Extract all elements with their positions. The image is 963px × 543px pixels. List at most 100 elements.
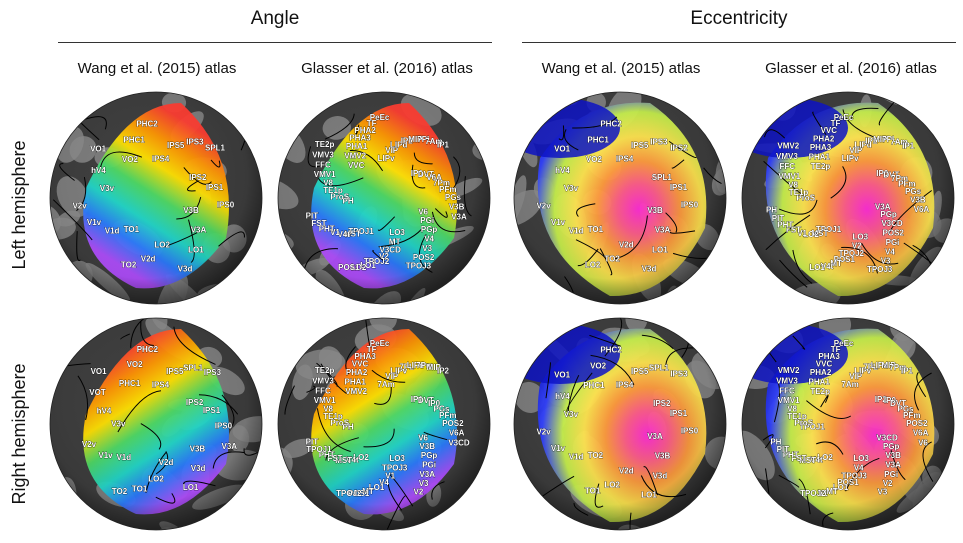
roi-label: LO3 (853, 454, 869, 463)
roi-label: V3B (449, 202, 465, 211)
roi-label: V3 (878, 488, 888, 497)
roi-label: 7PL (399, 363, 414, 372)
roi-label: POS1 (834, 255, 856, 264)
roi-label: MST (811, 229, 828, 238)
roi-label: LO1 (641, 491, 657, 500)
roi-label: hV4 (91, 166, 106, 175)
roi-label: PGs (433, 404, 450, 413)
roi-label: TO2 (588, 451, 604, 460)
roi-label: POS2 (442, 419, 464, 428)
roi-label: IPS2 (670, 143, 688, 152)
roi-label: VMV2 (344, 151, 366, 160)
roi-label: FFC (779, 386, 795, 395)
roi-label: PHA1 (809, 377, 831, 386)
roi-label: V1d (569, 227, 584, 236)
roi-label: V2v (82, 440, 97, 449)
roi-label: 7Am (890, 137, 907, 146)
roi-label: FFC (315, 160, 331, 169)
roi-label: V3B (885, 451, 901, 460)
roi-label: PHC2 (600, 119, 622, 128)
roi-label: TO2 (604, 254, 620, 263)
roi-label: IPS0 (681, 427, 699, 436)
roi-label: LO1 (369, 483, 385, 492)
roi-label: V3A (451, 213, 467, 222)
roi-label: IPS5 (167, 141, 185, 150)
roi-label: LO2 (803, 230, 819, 239)
roi-label: ProS (330, 192, 349, 201)
roi-label: IPS5 (631, 141, 649, 150)
roi-label: hV4 (555, 166, 570, 175)
roi-label: LO1 (652, 246, 668, 255)
roi-label: 7Pm (433, 178, 450, 187)
roi-label: V3v (111, 420, 126, 429)
angle-header: Angle (250, 8, 300, 29)
roi-label: MT (826, 487, 838, 496)
roi-label: V3d (653, 472, 668, 481)
roi-label: IP0 (876, 169, 889, 178)
roi-label: IPS3 (186, 138, 204, 147)
roi-label: POS1 (837, 478, 859, 487)
roi-label: 7Pm (889, 363, 906, 372)
roi-label: VMV2 (778, 366, 800, 375)
roi-label: V8 (323, 405, 333, 414)
roi-label: PGp (421, 225, 438, 234)
roi-label: V3d (178, 265, 193, 274)
roi-label: VVC (348, 161, 365, 170)
roi-label: V3CD (380, 245, 402, 254)
roi-label: V8 (788, 180, 798, 189)
roi-label: DVT (418, 396, 434, 405)
column-label-glasser-eccentricity: Glasser et al. (2016) atlas (765, 60, 937, 77)
roi-label: LO2 (585, 261, 601, 270)
roi-label: FFC (315, 386, 331, 395)
roi-label: POS1 (338, 263, 360, 272)
roi-label: PHC2 (136, 119, 158, 128)
roi-label: PIT (306, 212, 319, 221)
roi-label: DVT (418, 170, 434, 179)
roi-label: IP1 (437, 141, 450, 150)
roi-label: VO2 (590, 361, 607, 370)
roi-label: VO2 (127, 360, 144, 369)
roi-label: IP0 (428, 399, 441, 408)
roi-label: V6A (914, 205, 930, 214)
roi-label: LO2 (353, 453, 369, 462)
roi-label: TF (367, 345, 377, 354)
roi-label: TF (831, 119, 841, 128)
roi-label: V3 (422, 244, 432, 253)
roi-label: V1d (116, 453, 131, 462)
roi-label: PHA2 (354, 126, 376, 135)
row-label-right-hemisphere: Right hemisphere (9, 363, 29, 505)
roi-label: V3d (191, 464, 206, 473)
roi-label: FST (327, 454, 342, 463)
roi-label: POS2 (883, 228, 905, 237)
roi-label: TPOJ1 (306, 445, 332, 454)
roi-label: PFm (903, 411, 920, 420)
roi-label: PHA3 (810, 143, 832, 152)
roi-label: PGs (905, 187, 922, 196)
roi-label: TO2 (112, 487, 128, 496)
roi-label: VO1 (554, 144, 571, 153)
roi-label: PIT (777, 445, 790, 454)
roi-label: TO1 (588, 225, 604, 234)
roi-label: TE1p (323, 412, 343, 421)
roi-label: V3A (419, 470, 435, 479)
roi-label: PHC2 (137, 345, 159, 354)
roi-label: V1v (87, 218, 102, 227)
roi-label: TPOJ1 (348, 227, 374, 236)
roi-label: V3A (885, 460, 901, 469)
roi-label: IPS1 (670, 409, 688, 418)
roi-label: V2 (379, 252, 389, 261)
roi-label: LIPv (390, 366, 407, 375)
roi-label: V4 (885, 247, 895, 256)
roi-label: PGp (880, 210, 897, 219)
roi-label: PeEc (370, 339, 390, 348)
roi-label: IP2 (875, 395, 888, 404)
roi-label: TE2p (811, 162, 831, 171)
roi-label: V3A (222, 442, 238, 451)
roi-label: PHA1 (346, 142, 368, 151)
roi-label: V2v (536, 428, 551, 437)
roi-label: TE1p (787, 412, 807, 421)
roi-label: PFm (439, 411, 456, 420)
roi-label: MT (389, 238, 401, 247)
roi-label: PIT (772, 214, 785, 223)
column-label-glasser-angle: Glasser et al. (2016) atlas (301, 60, 473, 77)
